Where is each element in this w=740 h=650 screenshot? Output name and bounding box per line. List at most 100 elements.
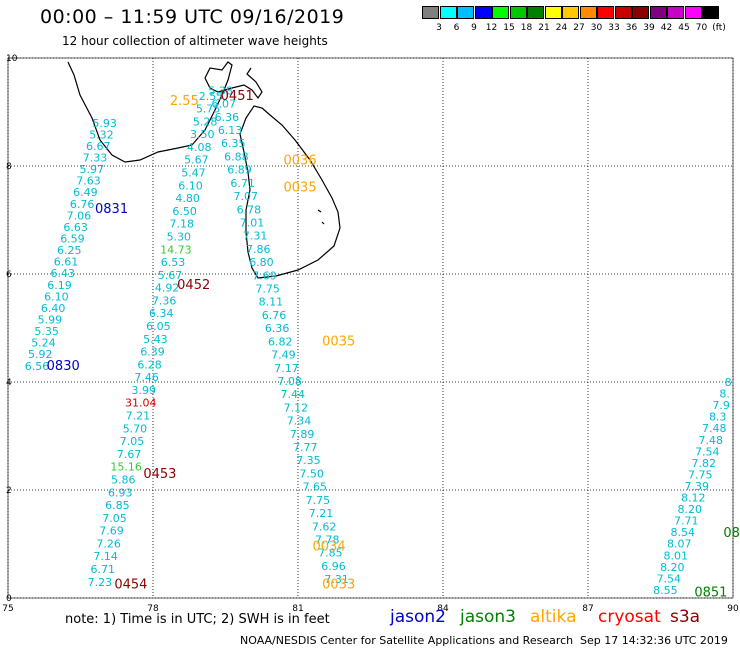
wave-height-value: 7.75 (306, 494, 331, 507)
colorbar-swatch (684, 6, 702, 19)
wave-height-value: 8.20 (678, 503, 703, 516)
legend-jason2: jason2 (390, 607, 446, 627)
wave-height-value: 6.80 (249, 256, 274, 269)
wave-height-value: 6.96 (321, 560, 346, 573)
wave-height-value: 7.48 (698, 434, 723, 447)
colorbar-swatch (474, 6, 492, 19)
wave-height-value: 6.28 (137, 358, 162, 371)
colorbar-label: 3 (436, 23, 442, 33)
wave-height-value: 6.59 (60, 233, 85, 246)
wave-height-value: 5.67 (158, 269, 183, 282)
axis-labels: 75 78 81 84 87 90 0 2 4 6 8 10 (2, 54, 739, 614)
wave-height-value: 7.17 (274, 362, 299, 375)
colorbar-label: 45 (678, 23, 690, 33)
x-tick-label: 75 (2, 604, 13, 614)
wave-height-value: 7.9 (712, 399, 730, 412)
map-title: 00:00 – 11:59 UTC 09/16/2019 (40, 6, 345, 28)
wave-height-value: 6.19 (47, 279, 72, 292)
coastline (67, 61, 341, 279)
colorbar-swatch (667, 6, 684, 19)
island-dot (317, 209, 322, 213)
wave-height-value: 7.18 (169, 218, 194, 231)
x-tick-label: 90 (727, 604, 739, 614)
wave-height-value: 7.33 (83, 152, 108, 165)
note-text: note: 1) Time is in UTC; 2) SWH is in fe… (65, 612, 330, 627)
india-coastline (67, 61, 263, 163)
wave-height-value: 8. (719, 388, 730, 401)
time-labels: 0451 0036 0035 0831 0452 0035 0830 0453 0034 0454… (47, 89, 740, 601)
wave-height-value: 6.40 (41, 302, 66, 315)
colorbar-swatch (562, 6, 579, 19)
wave-height-value: 7.69 (99, 525, 124, 538)
wave-height-value: 4.08 (187, 141, 212, 154)
colorbar-label: 27 (573, 23, 585, 33)
y-tick-label: 2 (6, 486, 12, 496)
wave-height-value: 6.10 (178, 179, 203, 192)
colorbar-swatch (457, 6, 474, 19)
wave-height-value: 5.43 (143, 333, 168, 346)
wave-height-value: 7.05 (102, 512, 127, 525)
wave-height-value: 7.35 (296, 454, 321, 467)
wave-height-value: 7.65 (302, 481, 327, 494)
wave-height-value: 7.49 (271, 349, 296, 362)
wave-height-value: 7.46 (134, 371, 159, 384)
colorbar-swatch (702, 6, 719, 19)
time-label: 2.55 (170, 94, 199, 109)
colorbar-label: 39 (643, 23, 655, 33)
wave-height-value: 6.63 (63, 221, 88, 234)
time-label: 0034 (313, 540, 346, 555)
wave-height-value: 5.38 (208, 84, 233, 97)
x-tick-label: 84 (437, 604, 449, 614)
wave-height-value: 7.85 (318, 547, 343, 560)
time-label: 0035 (284, 181, 317, 196)
island-dot (321, 221, 325, 225)
wave-height-value: 7.07 (233, 190, 258, 203)
colorbar-label: 70 (695, 23, 708, 33)
wave-height-value: 6.93 (108, 486, 133, 499)
time-label: 0035 (322, 335, 355, 350)
wave-height-value: 14.73 (160, 243, 192, 256)
wave-height-value: 7.31 (243, 230, 268, 243)
wave-height-value: 8.20 (660, 561, 685, 574)
wave-height-value: 7.34 (287, 415, 312, 428)
time-label: 0033 (322, 578, 355, 593)
colorbar-label: 36 (625, 23, 638, 33)
y-tick-label: 0 (6, 594, 12, 604)
wave-height-value: 8.11 (259, 296, 284, 309)
wave-height-value: 7.82 (691, 457, 716, 470)
wave-height-value: 3.50 (190, 128, 215, 141)
wave-height-value: 7.75 (688, 468, 713, 481)
wave-height-value: 5.28 (193, 115, 218, 128)
colorbar-swatch (579, 6, 597, 19)
plot-frame (7, 57, 734, 599)
time-label: 0451 (221, 89, 254, 104)
wave-height-value: 7.75 (255, 283, 280, 296)
wave-height-value: 7.31 (324, 573, 349, 586)
wave-height-value: 5.30 (167, 230, 192, 243)
wave-height-value: 8.01 (664, 549, 689, 562)
legend-cryosat: cryosat (598, 607, 661, 627)
wave-height-value: 7.23 (88, 576, 113, 589)
wave-height-value: 6.05 (146, 320, 171, 333)
wave-height-value: 6.43 (51, 267, 76, 280)
wave-height-value: 5.97 (80, 163, 105, 176)
y-tick-label: 8 (6, 162, 12, 172)
wave-height-value: 7.48 (702, 422, 727, 435)
time-label: 0036 (284, 154, 317, 169)
wave-height-value: 5.86 (111, 473, 136, 486)
wave-height-value: 7.69 (252, 269, 277, 282)
x-tick-label: 87 (582, 604, 593, 614)
wave-height-value: 6.50 (172, 205, 197, 218)
wave-height-value: 7.21 (126, 410, 151, 423)
wave-height-value: 6.13 (218, 124, 243, 137)
colorbar-swatch (649, 6, 667, 19)
colorbar-swatch (439, 6, 457, 19)
wave-height-value: 5.24 (31, 337, 56, 350)
wave-height-value: 7.44 (281, 388, 306, 401)
colorbar-label: (ft) (712, 23, 726, 33)
wave-height-value: 7.01 (240, 216, 265, 229)
wave-height-value: 7.86 (246, 243, 271, 256)
wave-height-value: 4.92 (155, 282, 180, 295)
wave-height-value: 8.55 (653, 584, 678, 597)
